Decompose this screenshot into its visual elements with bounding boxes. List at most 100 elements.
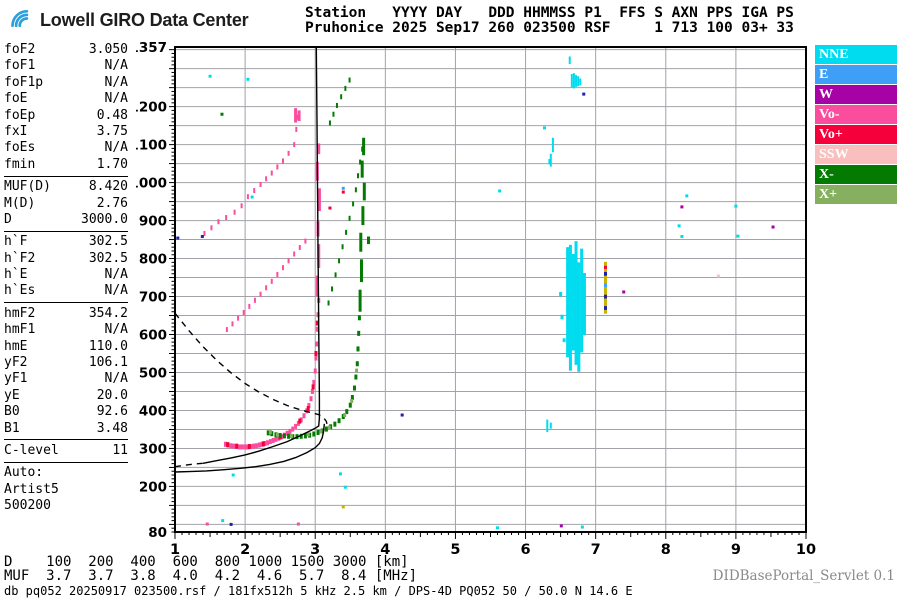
auto-label: Auto: [4,465,44,481]
legend-item-vo: Vo- [815,105,897,124]
param-label: foF1p [4,74,44,90]
param-row-mufd: MUF(D) 8.420 [4,179,128,195]
param-value: 3000.0 [81,211,128,227]
param-row-fof2: foF2 3.050 [4,42,128,58]
svg-text:200: 200 [139,479,167,495]
parameter-panel: foF2 3.050 foF1 N/A foF1p N/A foE N/A foEp 0.48 fx… [4,42,128,515]
db-record-line: db pq052 20250917 023500.rsf / 181fx512h… [4,584,633,598]
svg-text:1200: 1200 [136,100,167,116]
svg-text:80: 80 [148,525,167,541]
svg-text:1100: 1100 [136,138,167,154]
servlet-version-label: DIDBasePortal_Servlet 0.1 [712,568,895,584]
legend-item-ssw: SSW [815,145,897,164]
param-row-hf2: h`F2 302.5 [4,251,128,267]
svg-text:800: 800 [139,252,167,268]
param-label: yF1 [4,371,28,387]
param-divider [4,461,128,463]
ionogram-plot-canvas: 1357 1200 1100 1000 900 800 700 600 500 400 300 200… [129,40,816,558]
param-divider [4,175,128,177]
param-row-yf1: yF1 N/A [4,371,128,387]
param-row-hmf2: hmF2 354.2 [4,306,128,322]
param-label: B1 [4,420,20,436]
svg-text:400: 400 [139,403,167,419]
logo-text: Lowell GIRO Data Center [40,10,249,30]
param-row-fmin: fmin 1.70 [4,157,128,173]
param-label: foEp [4,107,36,123]
param-value: 2.76 [96,195,128,211]
param-row-md: M(D) 2.76 [4,196,128,212]
param-value: 3.75 [96,123,128,139]
param-label: foEs [4,140,36,156]
param-row-yf2: yF2 106.1 [4,355,128,371]
svg-text:900: 900 [139,214,167,230]
param-row-fof1p: foF1p N/A [4,75,128,91]
svg-text:10: 10 [796,542,816,558]
param-value: 92.6 [96,404,128,420]
param-row-foep: foEp 0.48 [4,108,128,124]
param-row-he: h`E N/A [4,267,128,283]
param-row-foes: foEs N/A [4,140,128,156]
station-header: Station YYYY DAY DDD HHMMSS P1 FFS S AXN… [305,6,794,35]
svg-text:300: 300 [139,441,167,457]
svg-text:600: 600 [139,328,167,344]
auto-line-1: Artist5 [4,481,59,497]
param-divider [4,230,128,232]
param-value: 20.0 [96,387,128,403]
svg-text:3: 3 [310,542,320,558]
d-row: D 100 200 400 600 800 1000 1500 3000 [km… [4,554,409,570]
param-label: hmE [4,338,28,354]
lowell-giro-logo: Lowell GIRO Data Center [8,5,249,36]
param-row-hme: hmE 110.0 [4,339,128,355]
param-value: 302.5 [88,250,128,266]
svg-text:2: 2 [240,542,250,558]
giro-signal-icon [8,5,35,36]
legend-item-x: X- [815,165,897,184]
param-label: hmF1 [4,322,36,338]
param-value: N/A [104,91,128,107]
ionogram-plot: 1357 1200 1100 1000 900 800 700 600 500 400 300 200… [129,40,826,569]
param-label: C-level [4,442,59,458]
param-label: MUF(D) [4,179,51,195]
svg-text:1: 1 [170,542,180,558]
legend-item-x: X+ [815,185,897,204]
param-row-hf: h`F 302.5 [4,234,128,250]
param-value: N/A [104,58,128,74]
param-label: h`F [4,234,28,250]
param-value: 3.050 [88,42,128,57]
param-label: D [4,211,12,227]
param-value: N/A [104,322,128,338]
param-row-fxi: fxI 3.75 [4,124,128,140]
param-label: B0 [4,404,20,420]
param-label: h`F2 [4,250,36,266]
param-label: M(D) [4,195,36,211]
param-value: 110.0 [88,338,128,354]
param-row-hes: h`Es N/A [4,283,128,299]
svg-text:8: 8 [661,542,671,558]
param-value: 3.48 [96,420,128,436]
svg-text:1000: 1000 [136,176,167,192]
antenna-direction-legend: NNE E W Vo- Vo+ SSW X- X+ [815,45,897,205]
param-label: h`Es [4,283,36,299]
svg-text:9: 9 [731,542,741,558]
svg-text:500: 500 [139,365,167,381]
d-muf-table: D 100 200 400 600 800 1000 1500 3000 [km… [4,555,417,583]
legend-item-w: W [815,85,897,104]
param-label: hmF2 [4,305,36,321]
param-value: 11 [112,442,128,458]
param-value: 0.48 [96,107,128,123]
param-row-d: D 3000.0 [4,212,128,228]
param-value: N/A [104,371,128,387]
param-label: fmin [4,156,36,172]
svg-text:1357: 1357 [136,40,167,56]
param-label: yF2 [4,355,28,371]
param-value: 354.2 [88,305,128,321]
svg-text:5: 5 [450,542,460,558]
param-row-b0: B0 92.6 [4,404,128,420]
svg-text:6: 6 [521,542,531,558]
param-row-clevel: C-level 11 [4,443,128,459]
svg-text:700: 700 [139,290,167,306]
param-value: 1.70 [96,156,128,172]
param-label: foE [4,91,28,107]
station-header-line1: Station YYYY DAY DDD HHMMSS P1 FFS S AXN… [305,5,794,21]
